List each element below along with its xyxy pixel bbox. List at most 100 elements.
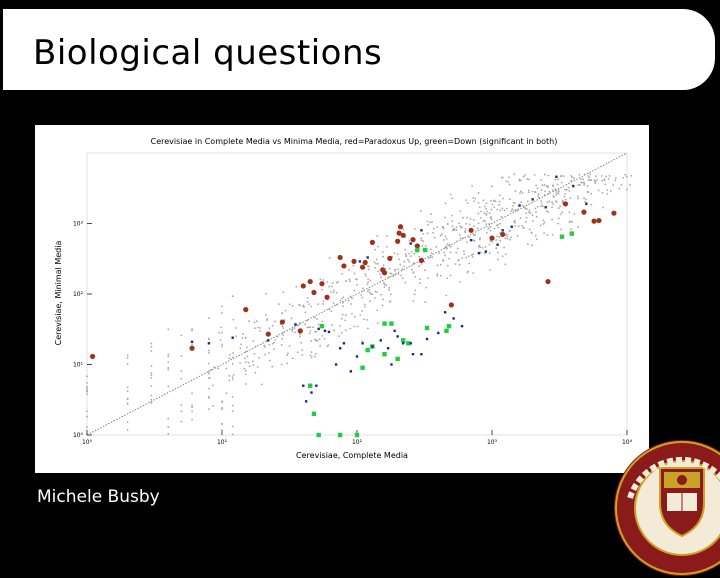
gray-point bbox=[314, 331, 316, 333]
gray-point bbox=[382, 281, 385, 284]
gray-point bbox=[430, 213, 432, 216]
plot-area: 10⁰ 10¹ 10² 10³ 10⁴ 10⁰ 10¹ 10² 10³ bbox=[73, 152, 633, 446]
gray-point bbox=[600, 174, 603, 177]
down-point bbox=[307, 383, 313, 388]
gray-point bbox=[522, 175, 525, 178]
gray-point bbox=[544, 190, 547, 193]
gray-point bbox=[418, 255, 421, 258]
gray-point bbox=[501, 255, 504, 258]
scatter-plot-panel: Cerevisiae in Complete Media vs Minima M… bbox=[35, 125, 649, 473]
gray-point bbox=[191, 404, 193, 407]
gray-point bbox=[424, 245, 427, 248]
gray-point bbox=[209, 376, 211, 379]
gray-point bbox=[517, 208, 519, 211]
gray-point bbox=[569, 197, 572, 200]
other-point bbox=[409, 342, 412, 345]
gray-point bbox=[424, 301, 427, 304]
gray-point bbox=[625, 175, 628, 178]
gray-point bbox=[286, 362, 289, 365]
down-point bbox=[395, 356, 400, 362]
gray-point bbox=[439, 234, 442, 237]
other-point bbox=[190, 340, 194, 343]
other-point bbox=[358, 260, 362, 263]
gray-point bbox=[281, 312, 283, 314]
gray-point bbox=[590, 203, 593, 206]
down-point bbox=[360, 365, 365, 370]
gray-point bbox=[491, 241, 493, 243]
gray-point bbox=[607, 178, 610, 180]
gray-point bbox=[150, 342, 153, 345]
gray-point bbox=[564, 193, 567, 195]
gray-point bbox=[335, 291, 338, 294]
up-point bbox=[500, 231, 506, 238]
gray-point bbox=[460, 226, 462, 229]
gray-point bbox=[299, 321, 302, 324]
down-point bbox=[401, 338, 406, 343]
gray-point bbox=[340, 317, 343, 320]
gray-point bbox=[502, 197, 504, 200]
gray-point bbox=[208, 397, 210, 399]
gray-point bbox=[359, 314, 362, 316]
gray-point bbox=[150, 372, 153, 375]
gray-point bbox=[294, 331, 297, 334]
gray-point bbox=[126, 398, 129, 401]
gray-point bbox=[150, 376, 153, 379]
up-point bbox=[279, 319, 285, 325]
other-point bbox=[386, 347, 390, 350]
gray-point bbox=[570, 180, 573, 182]
gray-point bbox=[491, 203, 494, 206]
down-point bbox=[446, 323, 452, 329]
down-point bbox=[424, 325, 430, 331]
gray-point bbox=[577, 197, 579, 200]
gray-point bbox=[380, 293, 382, 296]
gray-point bbox=[540, 200, 543, 203]
gray-point bbox=[290, 317, 293, 320]
gray-point bbox=[126, 390, 129, 393]
gray-point bbox=[381, 251, 384, 254]
gray-point bbox=[208, 370, 210, 373]
gray-point bbox=[422, 232, 425, 235]
gray-point bbox=[463, 250, 465, 252]
gray-point bbox=[362, 289, 365, 292]
gray-point bbox=[244, 357, 247, 360]
up-point bbox=[359, 264, 366, 270]
gray-point bbox=[622, 176, 625, 179]
gray-point bbox=[527, 200, 529, 203]
gray-point bbox=[563, 195, 566, 198]
gray-point bbox=[503, 209, 506, 212]
other-point bbox=[323, 329, 327, 333]
up-point bbox=[341, 263, 347, 269]
gray-point bbox=[464, 228, 467, 230]
gray-point bbox=[221, 305, 223, 308]
gray-point bbox=[369, 300, 371, 303]
gray-point bbox=[208, 387, 211, 390]
gray-point bbox=[509, 238, 511, 241]
gray-point bbox=[418, 265, 421, 267]
gray-point bbox=[364, 305, 366, 308]
gray-point bbox=[560, 181, 563, 184]
gray-point bbox=[497, 251, 499, 254]
gray-point bbox=[514, 209, 517, 211]
gray-point bbox=[389, 272, 392, 275]
gray-point bbox=[167, 368, 170, 371]
gray-point bbox=[462, 216, 464, 219]
gray-point bbox=[490, 216, 493, 219]
up-point bbox=[369, 239, 375, 245]
gray-point bbox=[482, 199, 485, 202]
gray-point bbox=[368, 265, 370, 268]
gray-point bbox=[444, 202, 447, 205]
other-point bbox=[477, 251, 481, 255]
gray-point bbox=[310, 340, 313, 342]
gray-point bbox=[465, 256, 468, 259]
gray-point bbox=[319, 278, 322, 281]
gray-point bbox=[451, 225, 454, 227]
gray-point bbox=[560, 175, 562, 178]
x-axis-label: Cerevisiae, Complete Media bbox=[296, 451, 408, 460]
gray-point bbox=[459, 281, 461, 283]
gray-point bbox=[397, 268, 399, 271]
gray-point bbox=[519, 217, 522, 219]
gray-point bbox=[86, 393, 88, 395]
gray-point bbox=[426, 220, 429, 223]
gray-point bbox=[531, 244, 533, 247]
gray-point bbox=[524, 174, 526, 176]
